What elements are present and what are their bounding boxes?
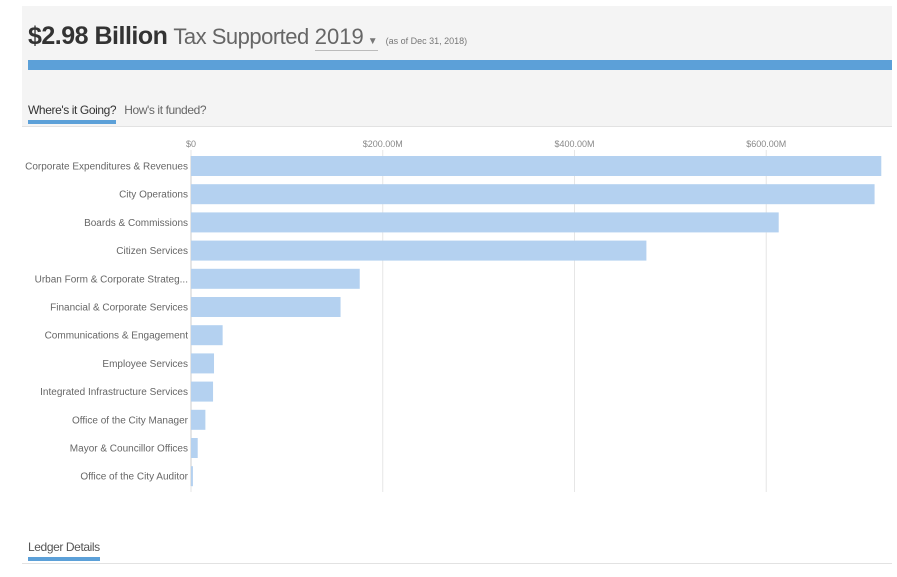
bar <box>191 438 198 458</box>
x-tick-label: $0 <box>186 139 196 149</box>
bar <box>191 297 341 317</box>
category-label: Office of the City Manager <box>72 415 189 426</box>
ledger-details-tab[interactable]: Ledger Details <box>28 540 100 561</box>
bar <box>191 325 223 346</box>
bar <box>191 156 882 176</box>
budget-subject: Tax Supported <box>173 24 309 49</box>
expenditure-bar-chart: $0 $200.00M $400.00M $600.00M Corporate Expe… <box>25 139 882 492</box>
total-progress-bar <box>28 60 892 70</box>
category-label: Citizen Services <box>116 246 188 257</box>
summary-title: $2.98 Billion Tax Supported 2019 ▼ (as o… <box>28 22 467 51</box>
bar <box>191 184 875 205</box>
category-label: Employee Services <box>102 359 188 370</box>
category-label: Boards & Commissions <box>84 218 188 229</box>
x-tick-label: $200.00M <box>363 139 403 149</box>
year-dropdown[interactable]: 2019 ▼ <box>314 24 378 51</box>
year-value: 2019 <box>314 24 364 49</box>
tab-divider <box>22 126 892 127</box>
bar <box>191 268 360 289</box>
category-label: Communications & Engagement <box>45 331 189 342</box>
tab-how-funded[interactable]: How's it funded? <box>124 103 207 117</box>
category-label: Office of the City Auditor <box>80 472 188 483</box>
category-label: Financial & Corporate Services <box>50 303 188 314</box>
total-amount: $2.98 Billion <box>28 22 168 50</box>
bar <box>191 381 214 402</box>
x-tick-label: $600.00M <box>746 139 786 149</box>
category-label: Corporate Expenditures & Revenues <box>25 162 188 173</box>
category-label: Mayor & Councillor Offices <box>70 444 188 455</box>
category-label: Integrated Infrastructure Services <box>40 387 188 398</box>
caret-down-icon: ▼ <box>367 36 378 47</box>
as-of-date: (as of Dec 31, 2018) <box>385 36 468 46</box>
bar <box>191 353 215 374</box>
tab-where-going[interactable]: Where's it Going? <box>28 103 117 124</box>
footer-divider <box>22 563 892 564</box>
bar <box>191 212 779 233</box>
category-label: City Operations <box>119 190 188 201</box>
bar <box>191 466 193 487</box>
category-label: Urban Form & Corporate Strateg... <box>35 274 188 285</box>
view-tabs: Where's it Going? How's it funded? <box>28 103 207 124</box>
x-tick-label: $400.00M <box>554 139 594 149</box>
bar <box>191 240 647 261</box>
bar <box>191 409 206 430</box>
